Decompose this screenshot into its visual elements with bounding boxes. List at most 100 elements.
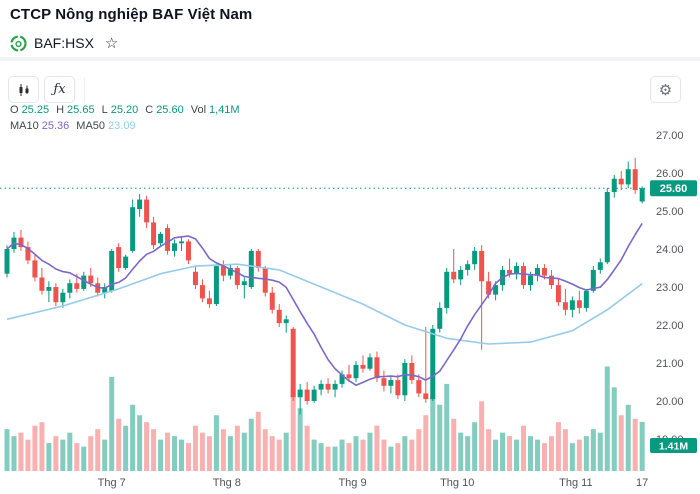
candle — [541, 268, 547, 276]
axis-badges: 25.60 1.41M — [650, 180, 697, 453]
volume-bar — [339, 439, 345, 471]
volume-bar — [116, 418, 122, 471]
candle — [639, 188, 645, 202]
candle — [123, 256, 129, 268]
volume-bar — [11, 436, 17, 471]
candle — [381, 378, 387, 386]
volume-bar — [507, 436, 513, 471]
volume-bar — [472, 422, 478, 471]
legend-value: 1,41M — [209, 104, 240, 116]
volume-badge — [650, 438, 697, 453]
volume-bar — [548, 436, 554, 471]
candle — [353, 364, 359, 379]
candle — [39, 277, 45, 291]
candle — [388, 380, 394, 386]
star-icon[interactable]: ☆ — [104, 34, 119, 52]
legend-value: 25.36 — [41, 120, 70, 132]
volume-bar — [227, 436, 233, 471]
candle — [632, 169, 638, 191]
candle — [548, 275, 554, 286]
candle — [165, 228, 171, 251]
candle — [67, 283, 73, 293]
time-tick-label: Thg 8 — [213, 477, 241, 489]
candle — [25, 247, 31, 261]
candle — [220, 266, 226, 276]
toolbar-divider — [84, 78, 85, 102]
candle — [493, 285, 499, 295]
volume-bar — [88, 436, 94, 471]
settings-button[interactable]: ⚙ — [650, 76, 681, 103]
candle — [472, 250, 478, 265]
legend-label: MA10 — [10, 120, 39, 132]
candle — [562, 302, 568, 310]
time-tick-label: Thg 7 — [98, 477, 126, 489]
volume-bar — [81, 446, 87, 471]
time-axis[interactable]: Thg 7 Thg 8 Thg 9 Thg 10 Thg 11 17 — [98, 477, 649, 489]
candle — [395, 380, 401, 396]
last-price-badge — [650, 180, 697, 197]
candle — [576, 300, 582, 308]
ma10-line — [6, 222, 643, 387]
ohlc-legend-row: O 25.25 H 25.65 L 25.20 C 25.60 Vol 1,41M — [10, 102, 247, 118]
price-axis[interactable]: 27.00 26.00 25.00 24.00 23.00 22.00 21.00 20.00… — [656, 130, 684, 446]
candle — [297, 389, 303, 398]
volume-bar — [451, 418, 457, 471]
candle — [255, 250, 261, 268]
volume-bar — [514, 439, 520, 471]
price-tick-label: 24.00 — [656, 244, 684, 256]
volume-bar — [332, 446, 338, 471]
candle — [283, 319, 289, 324]
chart-style-button[interactable] — [8, 76, 39, 103]
volume-bar — [220, 429, 226, 471]
indicators-button[interactable]: ƒx — [44, 76, 75, 103]
candle — [332, 383, 338, 390]
candle — [604, 192, 610, 263]
legend-label: H — [56, 104, 65, 116]
volume-bar — [74, 443, 80, 471]
candle — [304, 389, 310, 401]
legend-label: O — [10, 104, 19, 116]
candle — [262, 268, 268, 293]
symbol-name[interactable]: BAF:HSX — [34, 35, 94, 51]
candle — [46, 287, 52, 291]
volume-bar — [583, 436, 589, 471]
volume-bar — [32, 425, 38, 471]
candle — [339, 374, 345, 384]
volume-bar — [493, 439, 499, 471]
volume-bar — [213, 415, 219, 471]
volume-bar — [625, 404, 631, 471]
volume-bar — [25, 439, 31, 471]
legend-label: L — [101, 104, 108, 116]
volume-bar — [60, 439, 66, 471]
ma-legend-row: MA10 25.36 MA50 23.09 — [10, 118, 247, 134]
volume-bar — [458, 432, 464, 471]
volume-bar — [618, 415, 624, 471]
volume-bar — [46, 443, 52, 471]
volume-bar — [262, 429, 268, 471]
volume-bar — [165, 432, 171, 471]
candle — [185, 241, 191, 261]
volume-bar — [276, 439, 282, 471]
candle — [179, 241, 184, 244]
volume-bar — [206, 436, 212, 471]
legend-label: C — [145, 104, 154, 116]
candle — [158, 233, 164, 244]
candle — [458, 269, 464, 280]
candle — [618, 178, 624, 185]
candle — [32, 260, 38, 278]
ma50-line — [6, 263, 643, 345]
volume-bar — [144, 422, 150, 471]
price-tick-label: 20.00 — [656, 396, 684, 408]
candle — [213, 266, 219, 305]
volume-bar — [374, 425, 380, 471]
symbol-row[interactable]: BAF:HSX ☆ — [10, 33, 118, 53]
candle — [367, 357, 373, 369]
candle — [18, 237, 24, 248]
time-tick-label: Thg 9 — [338, 477, 366, 489]
volume-bar — [534, 439, 540, 471]
volume-bar — [67, 432, 73, 471]
volume-bar — [486, 429, 492, 471]
candle — [172, 243, 178, 251]
candle — [597, 262, 603, 270]
